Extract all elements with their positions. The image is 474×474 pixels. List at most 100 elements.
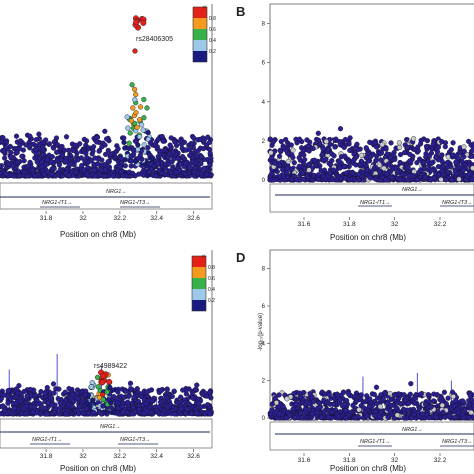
snp-point [289,177,295,183]
gene-label-nrg1: NRG1→ [402,187,423,193]
snp-point [164,395,170,401]
snp-point [33,137,39,143]
snp-point [71,162,77,168]
panel-b-x-label: Position on chr8 (Mb) [330,233,406,242]
snp-point [13,133,20,139]
snp-point [392,392,398,398]
snp-point [385,414,391,420]
snp-point [15,168,22,174]
snp-point [388,140,394,146]
snp-point [130,170,136,177]
snp-point [298,410,304,416]
snp-point [450,394,456,400]
snp-point [394,169,401,176]
x-tick-label: 31.8 [343,221,356,228]
snp-point [446,413,452,419]
legend-tick: 0.8 [209,16,216,22]
snp-point [377,168,383,174]
snp-point [14,159,20,166]
snp-point [130,105,136,111]
snp-point [358,392,364,398]
snp-point [367,139,373,145]
snp-point [347,147,353,154]
snp-point [405,164,411,171]
snp-point [87,401,93,407]
snp-point [329,158,335,164]
snp-point [137,134,143,140]
snp-point [182,171,188,177]
snp-point [132,48,138,54]
snp-point [124,399,131,405]
snp-point [149,155,156,161]
snp-point [364,167,371,173]
snp-point [84,172,90,178]
snp-point [69,391,75,398]
snp-point [153,173,159,179]
snp-point [75,157,81,163]
snp-point [428,404,434,410]
snp-point [468,153,474,160]
snp-point [149,397,155,404]
snp-point [376,162,383,168]
snp-point [33,150,39,157]
snp-point [430,141,436,147]
snp-point [163,166,169,172]
snp-point [393,405,400,411]
snp-point [21,158,27,164]
snp-point [207,162,213,168]
snp-point [62,389,68,395]
snp-point [453,398,459,404]
snp-point [382,176,389,183]
panel-c: rs4989422 r² 0.8 0.6 0.4 0.2 NRG1→ NRG1-… [0,250,215,473]
snp-point [80,149,87,155]
x-tick-label: 32.4 [150,215,163,222]
snp-point [363,145,369,151]
snp-point [69,169,75,175]
snp-point [147,140,154,146]
snp-point [178,406,185,412]
snp-point [310,145,316,152]
snp-point [54,142,61,148]
snp-point [354,398,360,404]
snp-point [372,176,379,182]
snp-point [94,135,100,141]
legend-swatch-orange [193,18,207,29]
snp-point [44,156,51,162]
snp-point [46,141,53,147]
y-tick-label: 0 [262,416,266,422]
snp-point [317,404,323,410]
snp-point [270,139,276,145]
x-tick-label: 32 [79,453,87,460]
snp-point [155,161,161,167]
snp-point [170,149,176,155]
snp-point [31,404,37,410]
legend-swatch-red [193,7,207,18]
snp-point [144,105,150,111]
snp-point [442,144,448,150]
snp-point [306,167,312,173]
snp-point [121,394,127,401]
panel-a-ld-legend: r² 0.8 0.6 0.4 0.2 [192,5,216,63]
snp-point [448,406,454,412]
snp-point [182,147,189,153]
snp-point [444,160,450,166]
snp-point [0,395,4,402]
snp-point [194,382,200,388]
snp-point [115,400,121,406]
gene-label-nrg1-it1: NRG1-IT1→ [360,439,391,445]
snp-point [130,404,136,410]
snp-point [7,143,13,150]
snp-point [145,130,151,136]
snp-point [148,409,155,415]
snp-point [388,396,395,403]
snp-point [373,144,380,150]
snp-point [115,405,121,412]
snp-point [377,404,383,410]
snp-point [291,160,297,166]
snp-point [387,407,393,414]
x-tick-label: 32.2 [434,457,447,464]
snp-point [10,163,16,169]
snp-point [129,82,135,88]
snp-point [127,130,133,136]
